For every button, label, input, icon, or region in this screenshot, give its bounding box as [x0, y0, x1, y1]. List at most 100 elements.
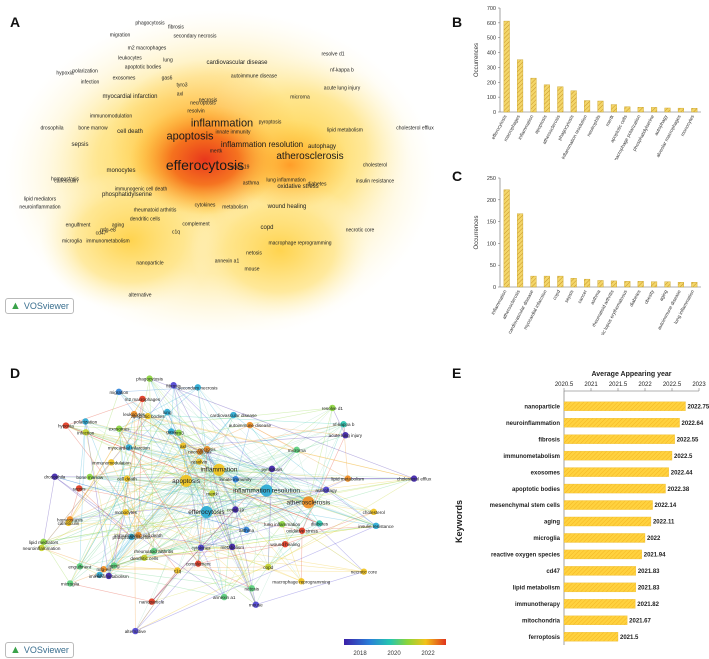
network-node-label: apoptotic bodies	[131, 414, 165, 419]
network-edge	[125, 461, 200, 513]
network-edge	[173, 385, 310, 502]
keyword-label: homeostasis	[50, 176, 80, 183]
keyword-label: lung	[163, 57, 173, 64]
network-edge	[85, 432, 377, 527]
bar	[597, 100, 604, 113]
network-node	[122, 508, 129, 516]
network-edge	[79, 470, 226, 567]
y-tick-label: 0	[493, 110, 496, 116]
network-edge	[147, 415, 213, 480]
bar	[563, 516, 652, 527]
network-node-label: homeostasis	[57, 517, 83, 522]
network-edge	[302, 525, 377, 532]
network-edge	[147, 415, 415, 479]
network-edge	[43, 478, 415, 543]
keyword-label: metabolism	[222, 204, 248, 211]
bar	[563, 418, 680, 428]
network-edge	[125, 482, 183, 513]
network-node	[243, 526, 250, 534]
network-node	[232, 506, 239, 513]
network-node-label: alternative	[125, 629, 147, 634]
network-edge	[306, 424, 344, 502]
keyword-label: infection	[80, 79, 100, 86]
network-edge	[89, 391, 120, 478]
network-node-label: lipid mediators	[29, 540, 59, 545]
network-edge	[135, 511, 374, 632]
network-node	[170, 382, 177, 389]
keyword-label: apoptosis	[166, 130, 214, 143]
network-edge	[153, 547, 202, 552]
network-edge	[85, 421, 189, 484]
network-edge	[79, 550, 154, 567]
network-edge	[128, 387, 199, 448]
keyword-label: phosphatidylserine	[101, 192, 153, 198]
network-edge	[113, 536, 132, 566]
bar	[691, 108, 698, 113]
network-edge	[325, 489, 377, 527]
keyword-label: cardiovascular disease	[206, 60, 268, 66]
network-edge	[191, 482, 269, 568]
network-node-label: resolve d1	[322, 406, 344, 411]
bar	[637, 107, 644, 113]
network-edge	[125, 512, 139, 536]
network-edge	[79, 411, 168, 567]
network-edge	[65, 425, 178, 571]
keyword-label: insulin resistance	[355, 178, 395, 185]
keyword-label: apoptotic bodies	[124, 64, 162, 71]
network-edge	[210, 479, 233, 547]
network-edge	[271, 468, 327, 491]
network-edge	[118, 428, 132, 537]
network-node	[144, 412, 152, 420]
network-edge	[268, 478, 415, 568]
bar	[691, 282, 698, 288]
legend-tick: 2018	[353, 651, 367, 657]
network-node-label: covid-19	[227, 507, 245, 512]
network-edge	[103, 502, 309, 570]
network-node-label: fibrosis	[166, 383, 181, 388]
network-node	[229, 543, 236, 551]
network-edge	[134, 413, 344, 425]
vosviewer-label: VOSviewer	[23, 645, 69, 655]
network-edge	[41, 451, 200, 549]
data-label: 2022.14	[655, 503, 677, 509]
keyword-label: secondary necrosis	[173, 33, 217, 40]
network-edge	[216, 470, 247, 531]
network-node-label: axl	[180, 444, 186, 449]
network-node-label: immunometabolism	[89, 574, 129, 579]
network-node	[265, 563, 272, 571]
y-tick-label: 150	[487, 220, 496, 226]
network-edge	[151, 490, 263, 602]
network-edge	[206, 449, 297, 513]
network-node-label: apoptosis	[172, 478, 201, 485]
network-node-label: calreticulin	[58, 521, 80, 526]
network-edge	[142, 398, 187, 484]
keyword-label: asthma	[242, 180, 260, 187]
network-edge	[249, 424, 346, 436]
network-edge	[213, 449, 297, 472]
bar	[557, 275, 564, 288]
keyword-label: migration	[109, 32, 131, 39]
x-tick-label: 2020.5	[555, 382, 574, 388]
keyword-label: microglia	[61, 238, 83, 245]
network-edge	[69, 482, 198, 584]
panel-label-d: D	[10, 365, 21, 381]
network-edge	[178, 432, 317, 502]
network-edge	[178, 432, 192, 484]
network-edge	[170, 385, 174, 432]
network-edge	[231, 546, 257, 605]
network-edge	[208, 479, 309, 503]
network-node	[148, 598, 156, 605]
network-edge	[111, 462, 316, 502]
network-edge	[85, 432, 258, 491]
network-node-label: engulfment	[68, 564, 91, 569]
network-edge	[103, 482, 191, 570]
network-edge	[226, 470, 302, 582]
network-node	[298, 527, 306, 534]
network-edge	[197, 387, 303, 531]
network-node-label: mfg-e8	[97, 567, 112, 572]
network-edge	[89, 476, 377, 527]
keyword-label: c1q	[171, 229, 181, 236]
network-edge	[43, 476, 55, 542]
network-node-label: nanoparticle	[139, 600, 164, 605]
network-edge	[54, 476, 190, 484]
